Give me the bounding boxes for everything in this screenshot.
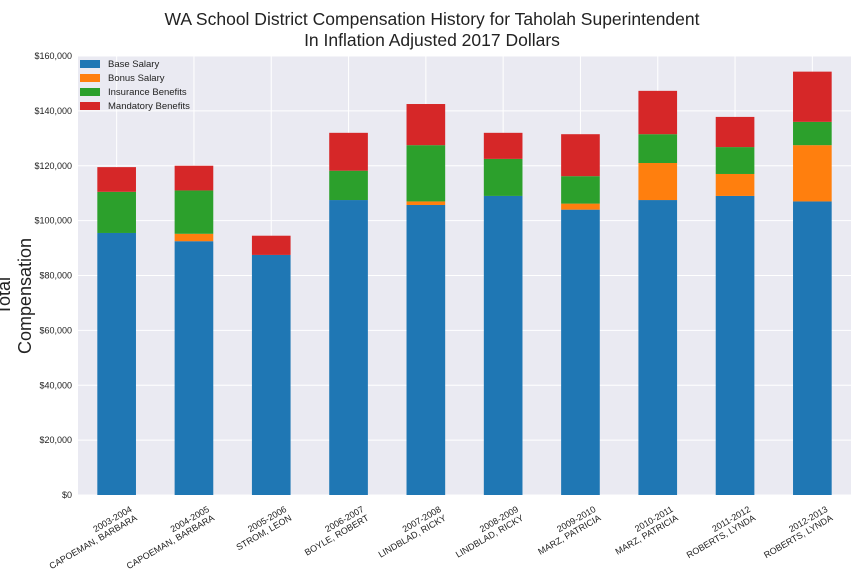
- bar-mandatory-benefits: [561, 134, 600, 177]
- bar-mandatory-benefits: [406, 104, 446, 146]
- bar-insurance-benefits: [561, 176, 600, 204]
- legend-label: Insurance Benefits: [108, 86, 187, 98]
- y-tick-label: $100,000: [34, 216, 72, 226]
- bar-insurance-benefits: [329, 170, 368, 201]
- legend-item: Base Salary: [80, 57, 190, 71]
- bar-bonus-salary: [793, 145, 832, 202]
- y-tick-label: $0: [62, 490, 72, 500]
- bar-bonus-salary: [715, 173, 755, 196]
- bar-base-salary: [561, 209, 600, 495]
- legend-swatch: [80, 74, 100, 82]
- y-tick-label: $20,000: [39, 435, 72, 445]
- bar-insurance-benefits: [793, 121, 832, 146]
- bar-insurance-benefits: [715, 147, 755, 174]
- bar-insurance-benefits: [638, 134, 678, 164]
- bar-bonus-salary: [561, 203, 600, 210]
- bar-mandatory-benefits: [483, 132, 523, 159]
- y-tick-label: $80,000: [39, 271, 72, 281]
- bar-base-salary: [793, 201, 832, 495]
- bar-bonus-salary: [638, 163, 678, 201]
- bar-insurance-benefits: [406, 145, 446, 202]
- legend-label: Base Salary: [108, 58, 160, 70]
- bar-mandatory-benefits: [97, 167, 136, 192]
- bar-base-salary: [406, 204, 446, 495]
- y-tick-label: $140,000: [34, 106, 72, 116]
- chart-title: WA School District Compensation History …: [164, 9, 700, 29]
- bar-insurance-benefits: [483, 158, 523, 196]
- y-tick-label: $60,000: [39, 325, 72, 335]
- bar-mandatory-benefits: [329, 132, 368, 171]
- bar-bonus-salary: [406, 201, 446, 205]
- legend: Base Salary Bonus Salary Insurance Benefit…: [80, 57, 190, 113]
- bar-base-salary: [97, 232, 136, 496]
- bar-base-salary: [483, 195, 523, 495]
- bar-mandatory-benefits: [638, 90, 678, 135]
- bar-mandatory-benefits: [251, 235, 291, 255]
- legend-swatch: [80, 60, 100, 68]
- bar-base-salary: [715, 195, 755, 495]
- chart-subtitle: In Inflation Adjusted 2017 Dollars: [304, 30, 560, 50]
- bar-base-salary: [638, 200, 678, 495]
- legend-label: Mandatory Benefits: [108, 100, 190, 112]
- bar-insurance-benefits: [97, 191, 136, 233]
- bar-mandatory-benefits: [174, 165, 214, 191]
- legend-swatch: [80, 102, 100, 110]
- bar-mandatory-benefits: [715, 116, 755, 148]
- y-tick-label: $160,000: [34, 51, 72, 61]
- y-tick-label: $40,000: [39, 380, 72, 390]
- bar-base-salary: [174, 241, 214, 495]
- bar-bonus-salary: [174, 233, 214, 242]
- legend-item: Mandatory Benefits: [80, 99, 190, 113]
- bar-insurance-benefits: [174, 190, 214, 234]
- legend-item: Bonus Salary: [80, 71, 190, 85]
- bar-base-salary: [251, 254, 291, 495]
- bar-base-salary: [329, 200, 368, 495]
- legend-swatch: [80, 88, 100, 96]
- legend-item: Insurance Benefits: [80, 85, 190, 99]
- bar-mandatory-benefits: [793, 71, 832, 122]
- legend-label: Bonus Salary: [108, 72, 165, 84]
- y-tick-label: $120,000: [34, 161, 72, 171]
